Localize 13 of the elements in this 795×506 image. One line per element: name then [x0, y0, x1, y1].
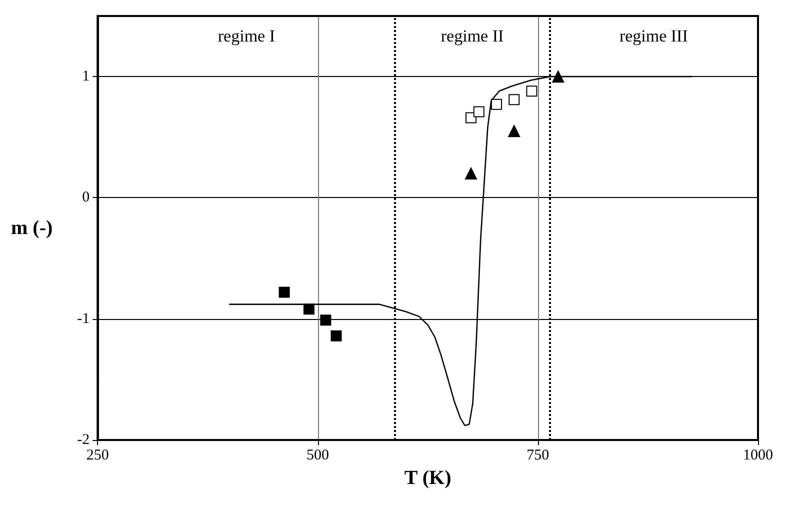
x-axis-title: T (K) [404, 467, 452, 489]
annotation: regime II [440, 26, 504, 46]
y-axis-title: m (-) [11, 217, 53, 239]
x-tick-label: 500 [306, 448, 330, 464]
annotation: regime III [619, 26, 688, 46]
x-tick-label: 750 [526, 448, 550, 464]
annotation: regime I [218, 26, 276, 46]
x-tick-label: 1000 [743, 448, 773, 464]
x-tick-label: 250 [86, 448, 109, 464]
y-tick-label: 0 [82, 190, 90, 206]
y-tick-label: -1 [77, 310, 90, 327]
y-tick-label: 1 [82, 68, 90, 85]
y-tick-label: -2 [77, 432, 90, 448]
